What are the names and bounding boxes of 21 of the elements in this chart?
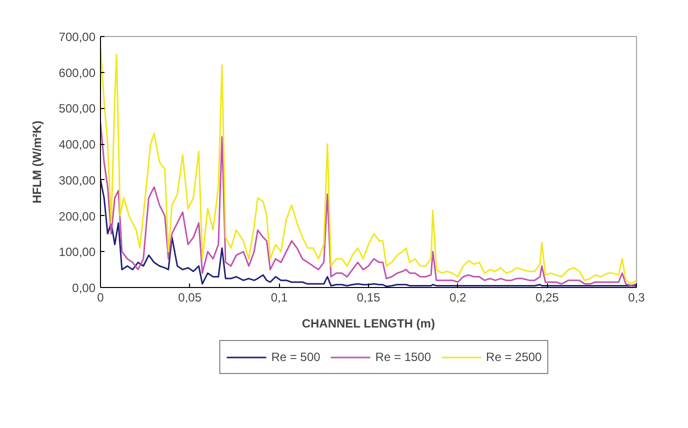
y-tick-label: 600,00 [58,66,96,80]
y-axis-title: HFLM (W/m²K) [30,120,44,204]
y-tick-label: 100,00 [58,245,96,260]
y-tick-label: 300,00 [58,173,96,188]
y-tick-label: 0,00 [72,281,96,295]
x-tick-label: 0,1 [270,290,288,304]
legend-label: Re = 1500 [375,350,432,364]
x-axis-title: CHANNEL LENGTH (m) [302,316,435,330]
line-series [100,46,636,285]
legend-label: Re = 500 [271,350,320,364]
x-tick-label: 0,25 [535,290,560,304]
y-tick-label: 700,00 [58,30,96,44]
x-tick-label: 0 [97,290,104,304]
y-tick-label: 200,00 [58,209,96,224]
legend-label: Re = 2500 [486,350,542,364]
x-tick-label: 0,2 [449,290,466,304]
y-tick-label: 400,00 [58,138,96,152]
x-tick-label: 0,15 [356,290,381,304]
y-tick-label: 500,00 [58,102,96,116]
x-tick-label: 0,05 [178,290,202,304]
x-tick-label: 0,3 [628,290,646,304]
